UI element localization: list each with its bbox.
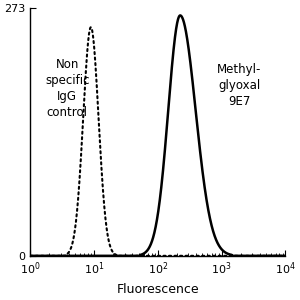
Text: Non
specific
IgG
control: Non specific IgG control <box>45 58 89 119</box>
Text: Methyl-
glyoxal
9E7: Methyl- glyoxal 9E7 <box>217 63 262 108</box>
X-axis label: Fluorescence: Fluorescence <box>116 283 199 296</box>
